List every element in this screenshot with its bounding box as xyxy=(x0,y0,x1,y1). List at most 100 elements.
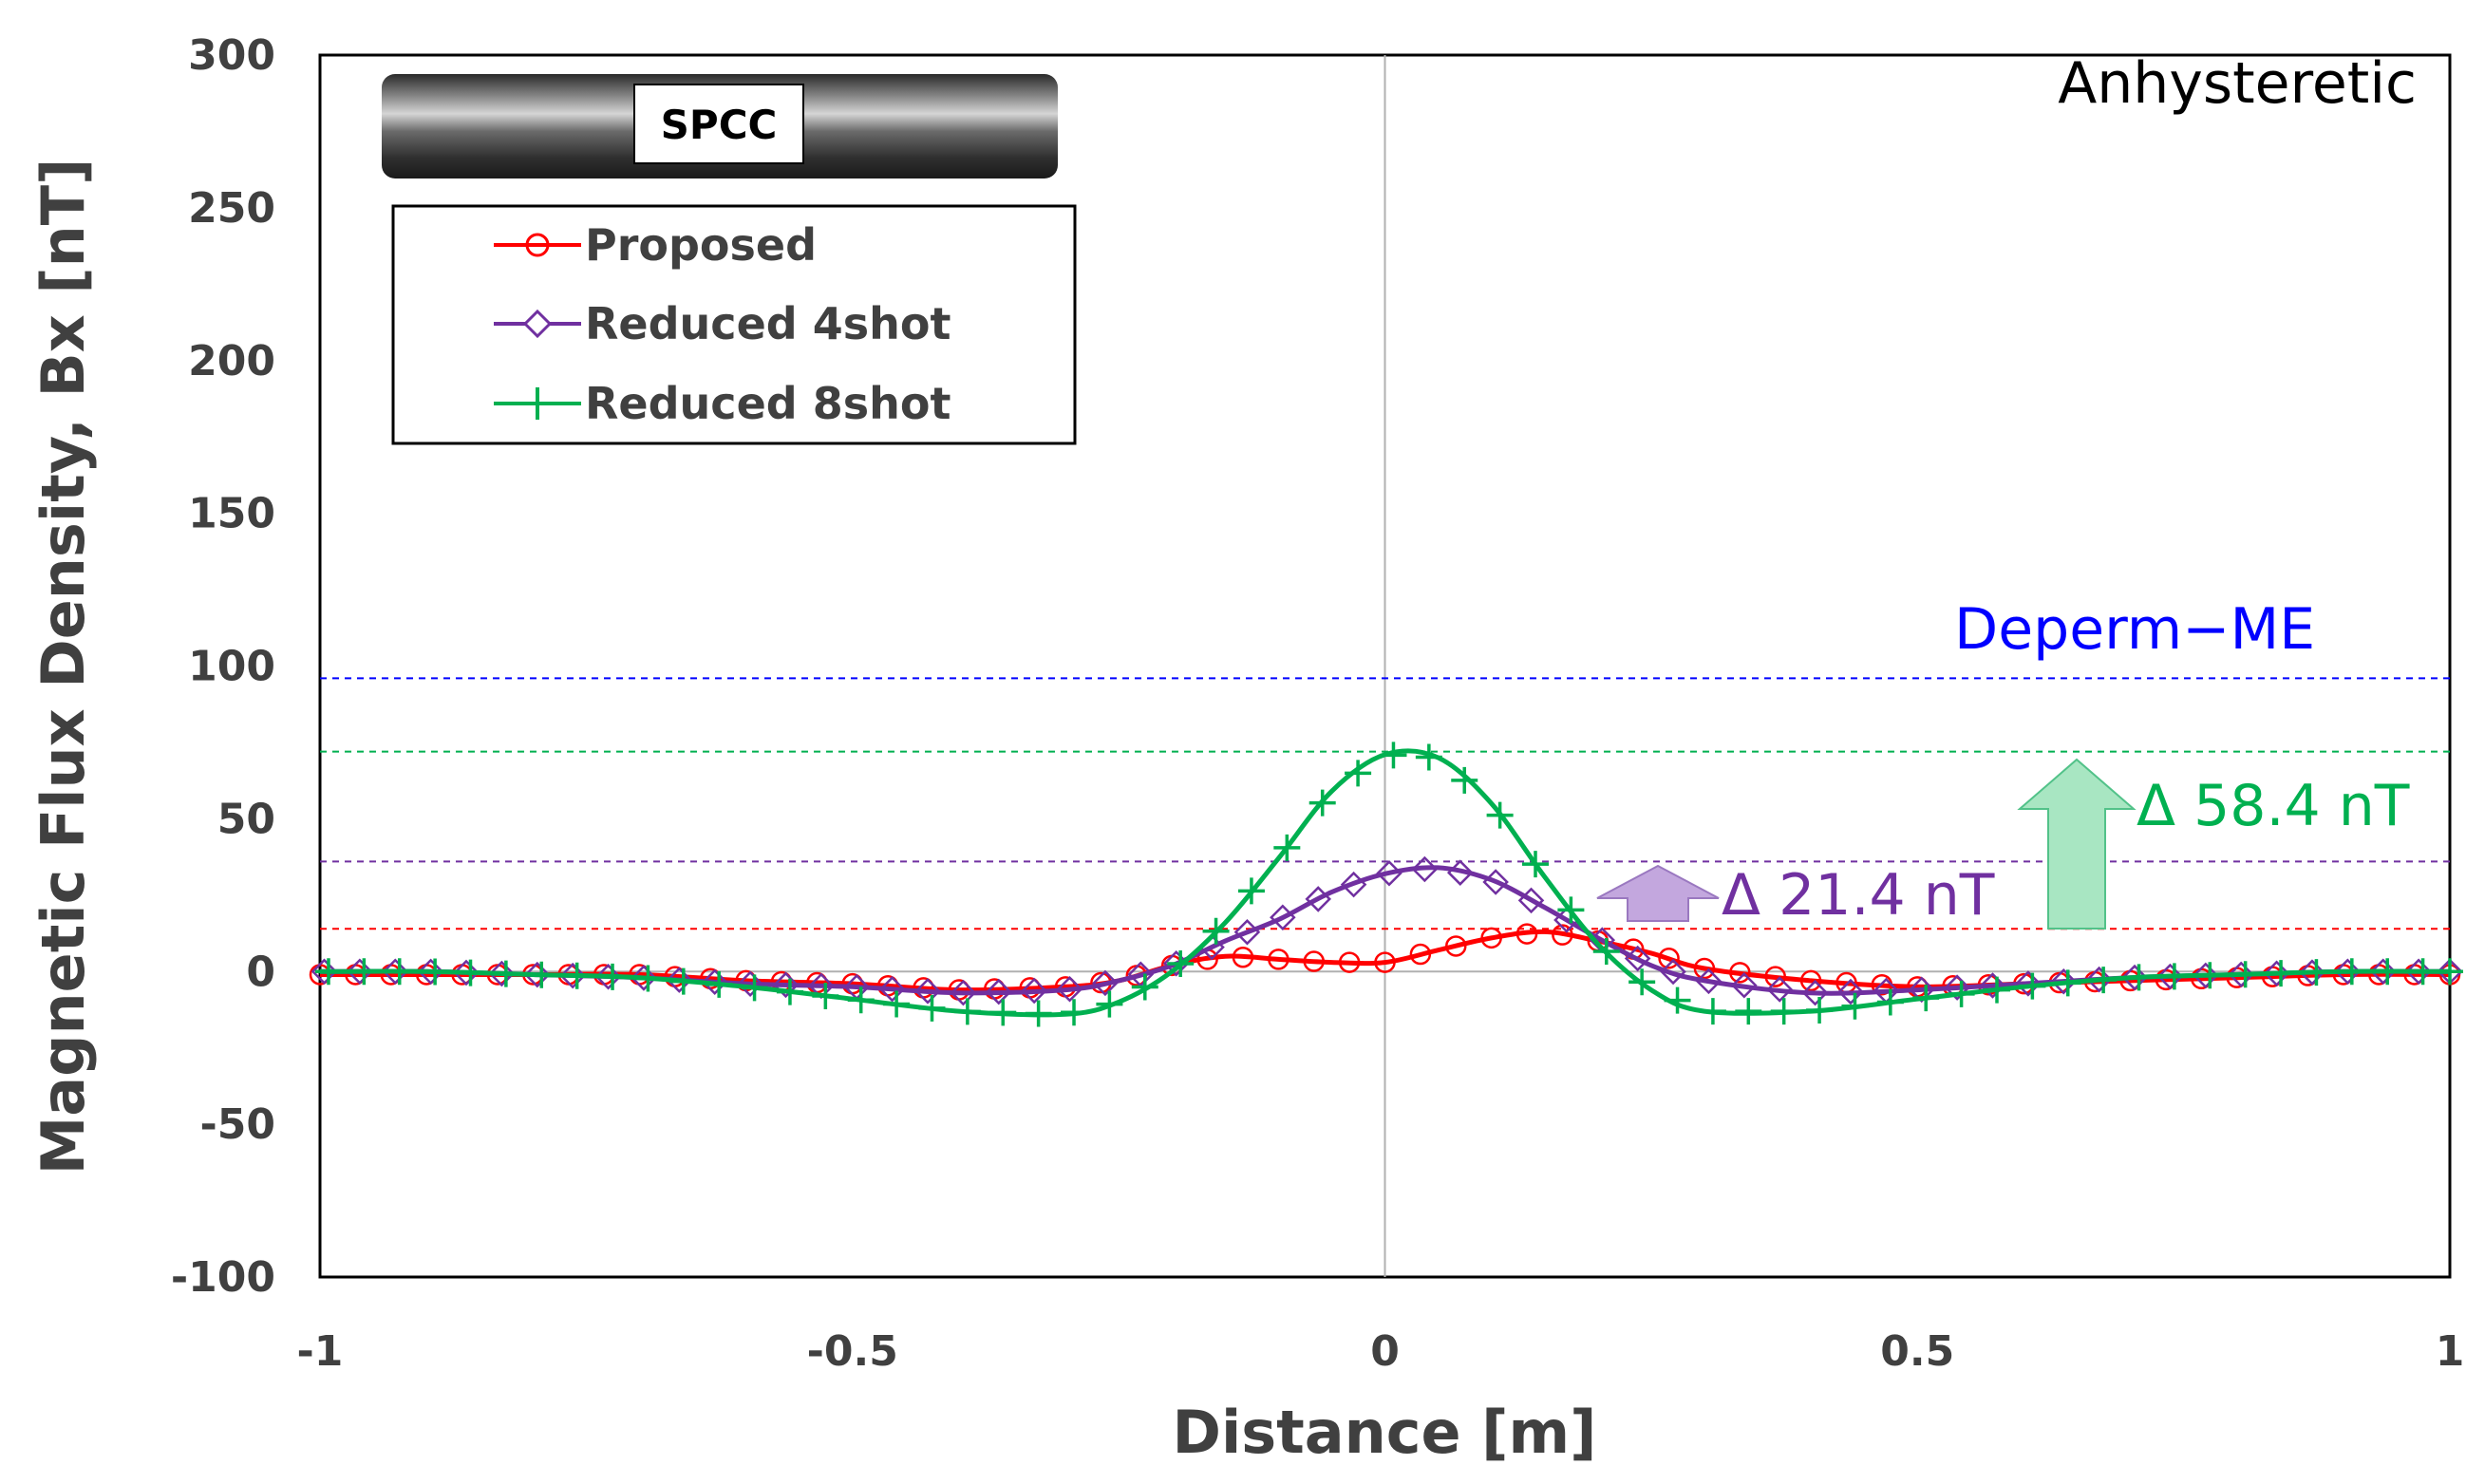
x-axis-title: Distance [m] xyxy=(1173,1398,1597,1467)
data-point-reduced-8shot xyxy=(634,965,662,992)
data-point-reduced-4shot xyxy=(772,971,800,999)
data-point-proposed xyxy=(1338,951,1361,973)
data-point-reduced-8shot xyxy=(2374,958,2401,986)
data-point-reduced-8shot xyxy=(1308,789,1336,817)
data-point-reduced-8shot xyxy=(883,990,911,1018)
legend-marker-plus xyxy=(521,387,554,420)
data-point-reduced-4shot xyxy=(666,967,693,993)
data-point-reduced-8shot xyxy=(812,982,839,1009)
data-point-reduced-8shot xyxy=(350,958,378,986)
data-point-reduced-4shot xyxy=(2263,960,2290,987)
legend-entry-reduced-8shot: Reduced 8shot xyxy=(494,378,951,429)
data-point-proposed xyxy=(1409,943,1432,966)
data-point-reduced-4shot xyxy=(594,963,622,990)
data-point-reduced-4shot xyxy=(986,978,1012,1005)
data-point-reduced-8shot xyxy=(1806,997,1834,1024)
data-point-reduced-8shot xyxy=(1664,986,1691,1014)
data-point-reduced-8shot xyxy=(1735,998,1762,1025)
series-line-reduced-4shot xyxy=(319,865,2451,996)
data-point-reduced-8shot xyxy=(1345,760,1372,787)
annotation-delta-58-4: Δ 58.4 nT xyxy=(2137,773,2410,839)
data-point-proposed xyxy=(1303,950,1325,972)
data-point-reduced-8shot xyxy=(528,961,555,988)
data-point-reduced-8shot xyxy=(1237,877,1265,905)
data-point-reduced-8shot xyxy=(2125,964,2153,991)
legend-label-proposed: Proposed xyxy=(585,219,817,271)
data-point-proposed xyxy=(1445,935,1467,957)
data-point-reduced-4shot xyxy=(1021,977,1047,1005)
data-point-reduced-4shot xyxy=(2334,958,2362,986)
data-point-reduced-8shot xyxy=(457,959,484,986)
data-point-reduced-8shot xyxy=(1025,1000,1052,1027)
data-point-reduced-8shot xyxy=(2160,963,2188,990)
data-point-reduced-4shot xyxy=(2121,964,2148,991)
data-point-reduced-4shot xyxy=(2156,963,2184,990)
data-point-reduced-4shot xyxy=(1411,855,1439,883)
data-point-reduced-8shot xyxy=(1202,917,1230,945)
x-tick-label: -1 xyxy=(297,1327,344,1376)
data-point-reduced-4shot xyxy=(1837,978,1864,1005)
data-point-reduced-4shot xyxy=(1376,860,1402,887)
data-point-reduced-8shot xyxy=(314,958,342,986)
data-point-reduced-8shot xyxy=(1770,998,1798,1025)
y-tick-labels: -100 -50 0 50 100 150 200 250 300 xyxy=(171,31,275,1302)
data-point-reduced-4shot xyxy=(1979,972,2006,999)
data-point-reduced-8shot xyxy=(1486,801,1514,829)
data-point-reduced-8shot xyxy=(2409,958,2437,986)
data-point-reduced-8shot xyxy=(1061,999,1088,1026)
legend-entry-proposed: Proposed xyxy=(494,219,817,271)
data-point-reduced-4shot xyxy=(417,958,444,986)
series-layer xyxy=(309,742,2463,1027)
x-tick-label: -0.5 xyxy=(807,1327,898,1376)
data-point-reduced-8shot xyxy=(776,978,803,1005)
data-point-reduced-4shot xyxy=(2050,967,2078,995)
y-tick-label: 0 xyxy=(246,948,275,996)
data-point-reduced-4shot xyxy=(1482,869,1509,895)
data-point-reduced-8shot xyxy=(492,960,519,987)
data-point-proposed xyxy=(1552,924,1573,946)
y-tick-label: 150 xyxy=(188,490,275,538)
data-point-reduced-8shot xyxy=(1841,992,1869,1020)
data-point-reduced-8shot xyxy=(918,994,946,1022)
legend-label-reduced-4shot: Reduced 4shot xyxy=(585,298,951,349)
data-point-reduced-8shot xyxy=(1557,896,1585,924)
data-point-reduced-8shot xyxy=(1876,988,1904,1016)
y-axis-title: Magnetic Flux Density, Bx [nT] xyxy=(28,159,98,1175)
data-point-reduced-4shot xyxy=(1908,976,1935,1004)
x-tick-label: 0.5 xyxy=(1880,1327,1954,1376)
data-point-reduced-4shot xyxy=(1056,976,1083,1003)
data-point-reduced-4shot xyxy=(2015,970,2042,997)
data-point-reduced-8shot xyxy=(2268,960,2295,987)
data-point-reduced-4shot xyxy=(950,979,977,1006)
data-point-reduced-4shot xyxy=(2085,966,2113,993)
y-tick-label: -100 xyxy=(171,1253,275,1302)
data-point-reduced-8shot xyxy=(2019,972,2046,1000)
data-point-proposed xyxy=(1232,946,1254,968)
data-point-reduced-4shot xyxy=(1801,979,1829,1006)
y-tick-label: 200 xyxy=(188,337,275,385)
data-point-reduced-8shot xyxy=(1415,743,1442,771)
data-point-reduced-8shot xyxy=(1096,990,1123,1018)
data-point-reduced-8shot xyxy=(1699,998,1726,1025)
data-point-reduced-4shot xyxy=(701,968,728,995)
data-point-proposed xyxy=(1729,962,1751,984)
data-point-reduced-8shot xyxy=(2338,958,2365,986)
legend: Proposed Reduced 4shot Reduced 8shot xyxy=(391,204,1077,445)
data-point-reduced-4shot xyxy=(2193,962,2219,989)
data-point-reduced-4shot xyxy=(453,959,480,986)
data-point-reduced-8shot xyxy=(2054,969,2081,997)
data-point-proposed xyxy=(1693,957,1716,980)
data-point-reduced-4shot xyxy=(914,978,941,1005)
specimen-label: SPCC xyxy=(661,102,778,148)
data-point-proposed xyxy=(1515,923,1538,945)
data-point-reduced-4shot xyxy=(382,958,409,986)
data-point-reduced-8shot xyxy=(1167,950,1195,978)
data-point-reduced-4shot xyxy=(1766,976,1793,1003)
data-point-proposed xyxy=(1658,948,1680,969)
y-tick-label: 250 xyxy=(188,184,275,233)
data-point-reduced-4shot xyxy=(1305,886,1331,912)
data-point-reduced-8shot xyxy=(1948,980,1975,1007)
legend-marker-circle xyxy=(525,233,550,257)
x-tick-labels: -1 -0.5 0 0.5 1 xyxy=(297,1327,2465,1376)
